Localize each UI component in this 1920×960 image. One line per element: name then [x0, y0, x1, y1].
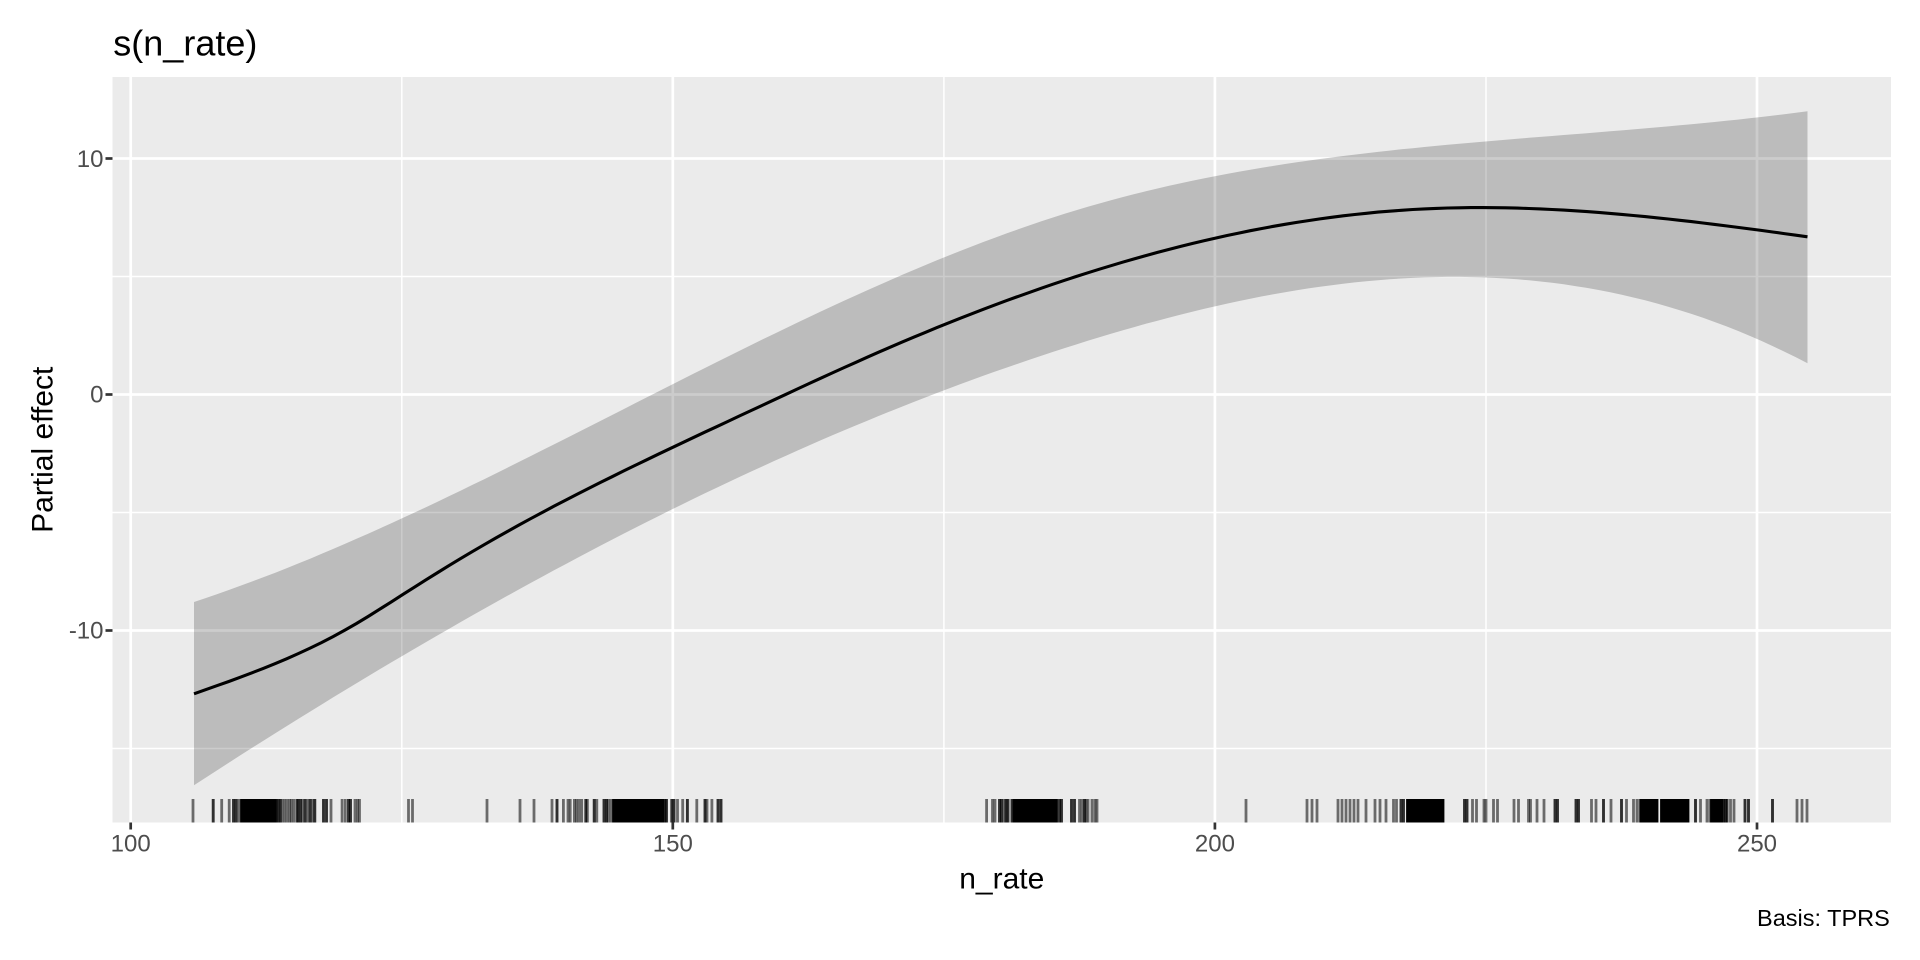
svg-text:n_rate: n_rate: [959, 863, 1044, 896]
svg-text:Partial effect: Partial effect: [27, 366, 60, 533]
svg-text:0: 0: [90, 382, 103, 409]
svg-text:100: 100: [111, 831, 151, 858]
svg-text:-10: -10: [69, 618, 104, 645]
svg-text:150: 150: [653, 831, 693, 858]
svg-text:10: 10: [77, 146, 104, 173]
svg-text:s(n_rate): s(n_rate): [113, 22, 257, 63]
svg-text:200: 200: [1195, 831, 1235, 858]
svg-text:Basis: TPRS: Basis: TPRS: [1757, 905, 1890, 931]
svg-text:250: 250: [1737, 831, 1777, 858]
